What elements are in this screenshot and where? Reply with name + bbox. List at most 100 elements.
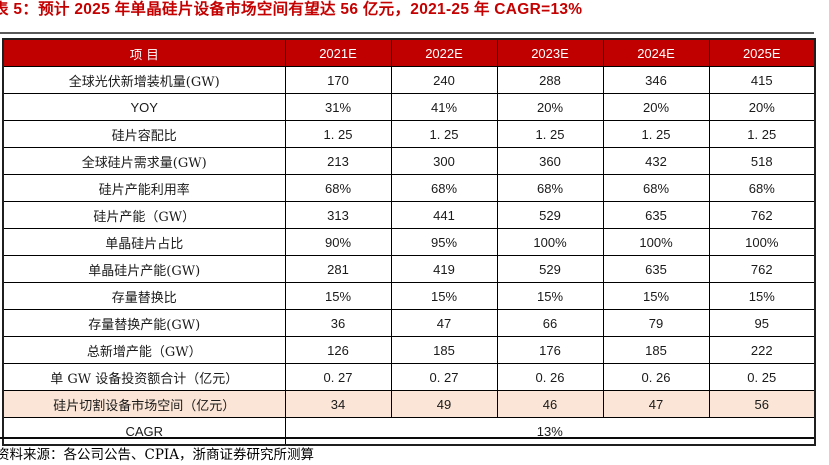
cell: 281 <box>284 255 392 283</box>
table-row: 全球硅片需求量(GW) 213 300 360 432 518 <box>2 147 816 175</box>
cell: 0. 26 <box>602 363 710 391</box>
table-row: YOY 31% 41% 20% 20% 20% <box>2 93 816 121</box>
cell: 529 <box>496 201 604 229</box>
cell: 288 <box>496 66 604 94</box>
header-cell-2025e: 2025E <box>708 38 816 67</box>
cell: 49 <box>390 390 498 418</box>
cell: 95 <box>708 309 816 337</box>
forecast-table: 项 目 2021E 2022E 2023E 2024E 2025E 全球光伏新增… <box>2 38 816 446</box>
table-title: 表 5：预计 2025 年单晶硅片设备市场空间有望达 56 亿元，2021-25… <box>0 1 583 18</box>
cell: 46 <box>496 390 604 418</box>
cell: 20% <box>496 93 604 121</box>
cell: 20% <box>708 93 816 121</box>
cell: 79 <box>602 309 710 337</box>
cell: 0. 26 <box>496 363 604 391</box>
cell: 95% <box>390 228 498 256</box>
cell: 222 <box>708 336 816 364</box>
cagr-merged-cell: 13% <box>284 417 816 446</box>
footer-divider-line <box>0 437 814 439</box>
cell: 34 <box>284 390 392 418</box>
table-row: 存量替换产能(GW) 36 47 66 79 95 <box>2 309 816 337</box>
cell: 518 <box>708 147 816 175</box>
header-cell-2022e: 2022E <box>390 38 498 67</box>
cell: 441 <box>390 201 498 229</box>
cell: 68% <box>390 174 498 202</box>
cell: 66 <box>496 309 604 337</box>
cell: 1. 25 <box>602 120 710 148</box>
cell: 313 <box>284 201 392 229</box>
row-label: 单晶硅片产能(GW) <box>2 255 286 283</box>
cell: 213 <box>284 147 392 175</box>
cell: 68% <box>284 174 392 202</box>
cell: 415 <box>708 66 816 94</box>
cell: 1. 25 <box>496 120 604 148</box>
cell: 419 <box>390 255 498 283</box>
cell: 47 <box>390 309 498 337</box>
table-row: 单晶硅片产能(GW) 281 419 529 635 762 <box>2 255 816 283</box>
row-label: 存量替换产能(GW) <box>2 309 286 337</box>
cell: 15% <box>496 282 604 310</box>
cell: 100% <box>496 228 604 256</box>
cell: 36 <box>284 309 392 337</box>
row-label: 全球硅片需求量(GW) <box>2 147 286 175</box>
cell: 185 <box>390 336 498 364</box>
title-divider-line <box>0 32 814 34</box>
cell: 176 <box>496 336 604 364</box>
row-label: YOY <box>2 93 286 121</box>
cell: 100% <box>708 228 816 256</box>
cell: 170 <box>284 66 392 94</box>
cell: 300 <box>390 147 498 175</box>
cell: 68% <box>602 174 710 202</box>
cell: 0. 27 <box>284 363 392 391</box>
cell: 100% <box>602 228 710 256</box>
cell: 360 <box>496 147 604 175</box>
table-header-row: 项 目 2021E 2022E 2023E 2024E 2025E <box>2 38 816 67</box>
cell: 15% <box>602 282 710 310</box>
row-label: 单晶硅片占比 <box>2 228 286 256</box>
table-row: 全球光伏新增装机量(GW) 170 240 288 346 415 <box>2 66 816 94</box>
row-label: 硅片产能（GW） <box>2 201 286 229</box>
cell: 1. 25 <box>708 120 816 148</box>
header-cell-2021e: 2021E <box>284 38 392 67</box>
cell: 529 <box>496 255 604 283</box>
row-label: 单 GW 设备投资额合计（亿元） <box>2 363 286 391</box>
cell: 0. 27 <box>390 363 498 391</box>
cell: 15% <box>284 282 392 310</box>
row-label: CAGR <box>2 417 286 446</box>
cell: 635 <box>602 255 710 283</box>
table-row-highlight: 硅片切割设备市场空间（亿元） 34 49 46 47 56 <box>2 390 816 418</box>
table-row: 单晶硅片占比 90% 95% 100% 100% 100% <box>2 228 816 256</box>
row-label: 存量替换比 <box>2 282 286 310</box>
table-row: 硅片容配比 1. 25 1. 25 1. 25 1. 25 1. 25 <box>2 120 816 148</box>
table-row: 硅片产能（GW） 313 441 529 635 762 <box>2 201 816 229</box>
cell: 15% <box>708 282 816 310</box>
cell: 56 <box>708 390 816 418</box>
row-label: 硅片容配比 <box>2 120 286 148</box>
header-cell-2023e: 2023E <box>496 38 604 67</box>
table-row: 存量替换比 15% 15% 15% 15% 15% <box>2 282 816 310</box>
cell: 762 <box>708 255 816 283</box>
table-row: 单 GW 设备投资额合计（亿元） 0. 27 0. 27 0. 26 0. 26… <box>2 363 816 391</box>
cell: 185 <box>602 336 710 364</box>
cell: 0. 25 <box>708 363 816 391</box>
cell: 41% <box>390 93 498 121</box>
cell: 762 <box>708 201 816 229</box>
row-label: 硅片切割设备市场空间（亿元） <box>2 390 286 418</box>
cell: 1. 25 <box>390 120 498 148</box>
cell: 15% <box>390 282 498 310</box>
header-cell-2024e: 2024E <box>602 38 710 67</box>
source-note: 资料来源：各公司公告、CPIA，浙商证券研究所测算 <box>0 447 314 463</box>
cell: 90% <box>284 228 392 256</box>
cell: 20% <box>602 93 710 121</box>
cell: 1. 25 <box>284 120 392 148</box>
cell: 240 <box>390 66 498 94</box>
cell: 47 <box>602 390 710 418</box>
cell: 432 <box>602 147 710 175</box>
cell: 346 <box>602 66 710 94</box>
table-row-cagr: CAGR 13% <box>2 417 816 446</box>
table-row: 总新增产能（GW） 126 185 176 185 222 <box>2 336 816 364</box>
cell: 126 <box>284 336 392 364</box>
row-label: 硅片产能利用率 <box>2 174 286 202</box>
row-label: 总新增产能（GW） <box>2 336 286 364</box>
